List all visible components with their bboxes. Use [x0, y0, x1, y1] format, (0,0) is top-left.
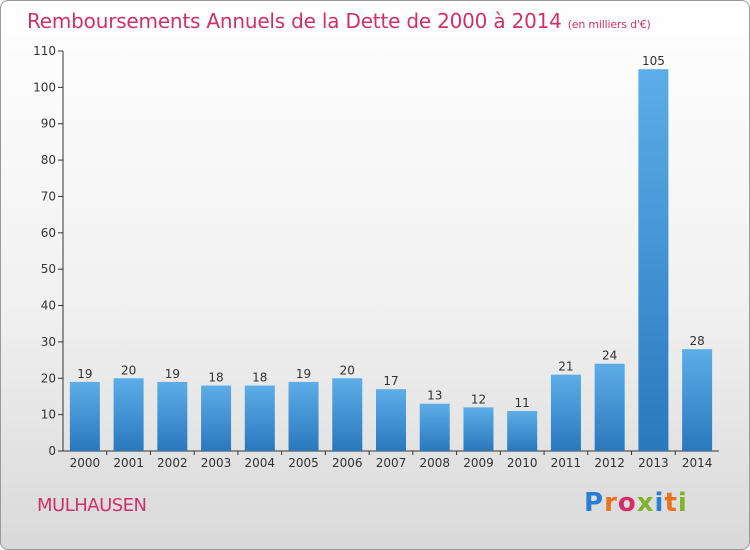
- data-label-2013: 105: [642, 54, 665, 68]
- data-label-2007: 17: [383, 374, 398, 388]
- bar-2012: [594, 363, 625, 451]
- bar-2008: [419, 403, 450, 451]
- x-tick-label-2004: 2004: [245, 456, 276, 470]
- y-tick-label: 60: [41, 226, 56, 240]
- x-tick-label-2013: 2013: [638, 456, 669, 470]
- bar-2010: [507, 411, 538, 451]
- logo-letter: P: [584, 488, 605, 518]
- y-tick-label: 90: [41, 117, 56, 131]
- x-tick-label-2008: 2008: [419, 456, 450, 470]
- bar-2014: [682, 349, 713, 451]
- logo-letter: r: [604, 488, 618, 518]
- logo-letter: t: [664, 488, 678, 518]
- x-tick-label-2006: 2006: [332, 456, 363, 470]
- x-tick-label-2010: 2010: [507, 456, 538, 470]
- data-label-2005: 19: [296, 367, 311, 381]
- x-axis: 2000 2001 2002 2003 2004 2005 2006 2007 2008 2009…: [63, 450, 719, 470]
- y-tick-label: 0: [48, 444, 56, 458]
- data-label-2002: 19: [165, 367, 180, 381]
- y-tick-label: 70: [41, 189, 56, 203]
- data-label-2004: 18: [252, 371, 267, 385]
- bar-2009: [463, 407, 494, 451]
- bar-2005: [288, 381, 319, 451]
- proxiti-logo: Proxiti: [584, 488, 688, 518]
- y-tick-label: 110: [33, 44, 56, 58]
- bar-2001: [113, 378, 144, 451]
- bar-2013: [638, 69, 669, 451]
- data-label-2014: 28: [689, 334, 704, 348]
- y-tick-label: 80: [41, 153, 56, 167]
- bar-2011: [550, 374, 581, 451]
- x-tick-label-2009: 2009: [463, 456, 494, 470]
- bar-2006: [332, 378, 363, 451]
- y-tick-label: 40: [41, 299, 56, 313]
- bar-2003: [201, 385, 232, 451]
- chart-title-text: Remboursements Annuels de la Dette de 20…: [27, 9, 562, 33]
- y-tick-label: 10: [41, 408, 56, 422]
- x-tick-label-2012: 2012: [594, 456, 625, 470]
- x-tick-label-2002: 2002: [157, 456, 188, 470]
- x-tick-label-2003: 2003: [201, 456, 232, 470]
- bar-2002: [157, 381, 188, 451]
- data-labels: 19 20 19 18 18 19 20 17 13 12 11 21 24 105 28: [77, 54, 705, 410]
- data-label-2006: 20: [340, 363, 355, 377]
- data-label-2010: 11: [515, 396, 530, 410]
- logo-letter: x: [636, 488, 655, 518]
- logo-letter: i: [654, 488, 665, 518]
- bars: [69, 69, 713, 451]
- y-tick-label: 100: [33, 80, 56, 94]
- x-tick-label-2007: 2007: [376, 456, 407, 470]
- chart-title: Remboursements Annuels de la Dette de 20…: [27, 9, 651, 33]
- data-label-2000: 19: [77, 367, 92, 381]
- y-tick-label: 30: [41, 335, 56, 349]
- x-tick-label-2000: 2000: [70, 456, 101, 470]
- y-axis: 0 10 20 30 40 50 60 70 80 90 100 110: [33, 44, 64, 458]
- y-tick-label: 20: [41, 371, 56, 385]
- x-tick-label-2005: 2005: [288, 456, 319, 470]
- logo-letter: i: [677, 488, 688, 518]
- data-label-2011: 21: [558, 360, 573, 374]
- x-tick-label-2011: 2011: [551, 456, 582, 470]
- bar-2000: [69, 381, 100, 451]
- logo-letter: o: [617, 488, 637, 518]
- data-label-2008: 13: [427, 389, 442, 403]
- y-tick-label: 50: [41, 262, 56, 276]
- commune-name: MULHAUSEN: [37, 495, 147, 516]
- data-label-2003: 18: [208, 371, 223, 385]
- bar-2007: [376, 389, 406, 451]
- data-label-2009: 12: [471, 392, 486, 406]
- data-label-2012: 24: [602, 349, 617, 363]
- x-tick-label-2001: 2001: [113, 456, 144, 470]
- chart-unit: (en milliers d'€): [567, 18, 651, 31]
- data-label-2001: 20: [121, 363, 136, 377]
- bar-2004: [244, 385, 275, 451]
- x-tick-label-2014: 2014: [682, 456, 713, 470]
